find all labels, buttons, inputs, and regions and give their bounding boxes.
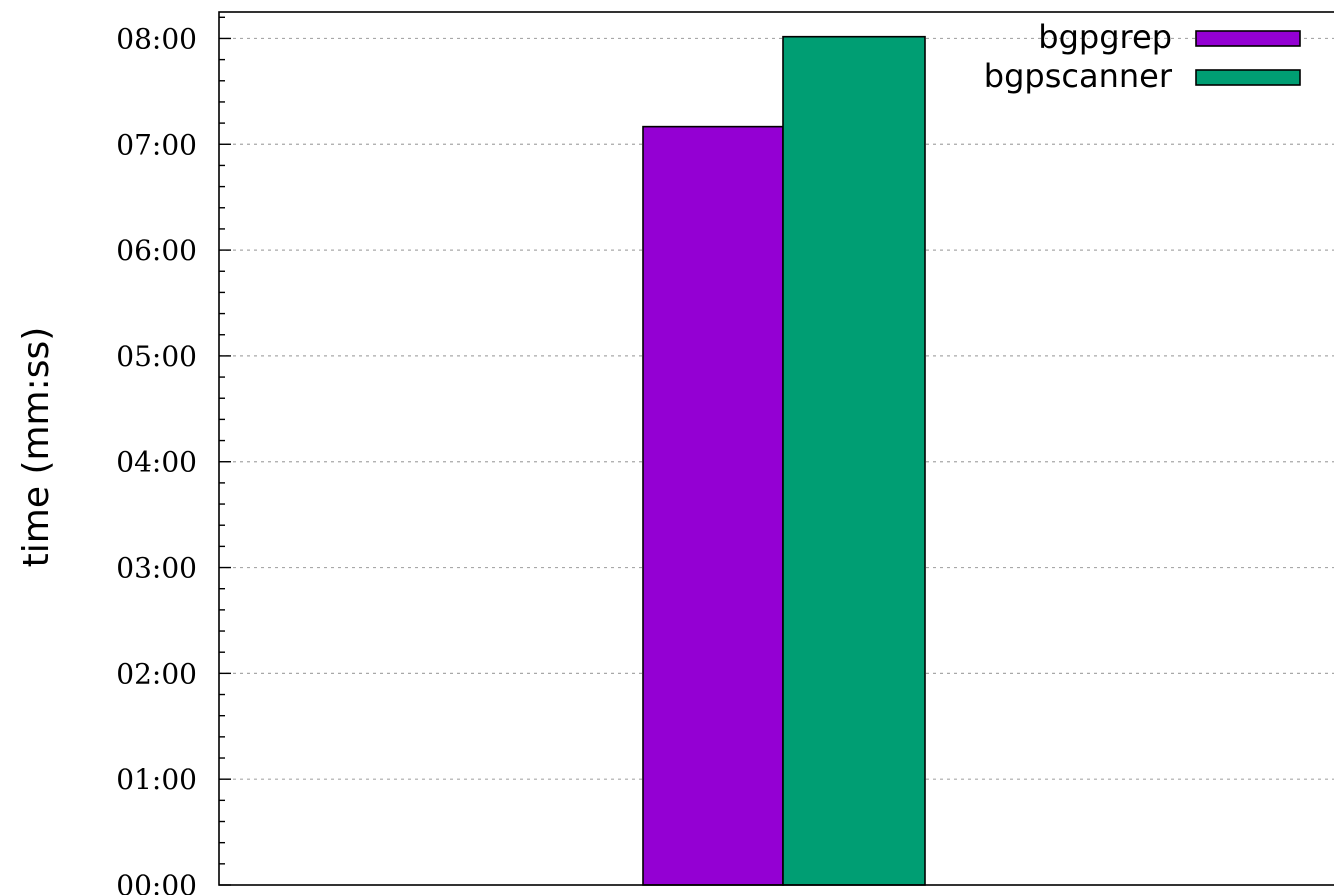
legend-swatch-bgpscanner (1195, 69, 1301, 86)
y-tick-label: 05:00 (116, 340, 197, 373)
legend-label-bgpscanner: bgpscanner (984, 57, 1173, 95)
y-axis-tick-labels: 00:00 01:00 02:00 03:00 04:00 05:00 06:00 07:00… (116, 22, 197, 895)
y-tick-label: 07:00 (116, 128, 197, 161)
y-tick-label: 03:00 (116, 552, 197, 585)
bars (642, 35, 926, 886)
y-axis-ticks (219, 16, 231, 886)
y-tick-label: 01:00 (116, 763, 197, 796)
legend-swatch-bgpgrep (1195, 30, 1301, 47)
plot-frame (218, 11, 1334, 886)
y-axis-label: time (mm:ss) (16, 327, 57, 568)
legend-label-bgpgrep: bgpgrep (1038, 18, 1172, 56)
y-tick-label: 00:00 (116, 869, 197, 895)
bar-bgpgrep (642, 125, 784, 886)
y-tick-label: 04:00 (116, 446, 197, 479)
y-tick-label: 08:00 (116, 22, 197, 55)
y-tick-label: 06:00 (116, 234, 197, 267)
y-tick-label: 02:00 (116, 657, 197, 690)
bar-bgpscanner (782, 35, 926, 886)
